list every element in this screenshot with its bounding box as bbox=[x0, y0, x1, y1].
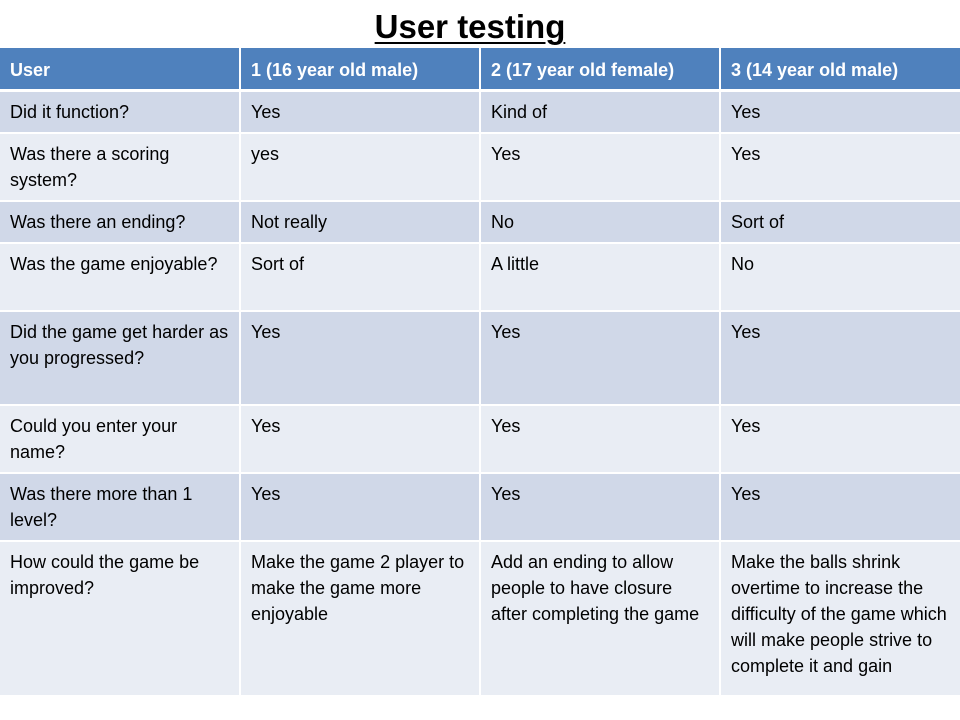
answer-cell: No bbox=[720, 243, 960, 312]
header-cell-user-3: 3 (14 year old male) bbox=[720, 48, 960, 92]
answer-cell: Yes bbox=[480, 311, 721, 406]
question-cell: Was there more than 1 level? bbox=[0, 473, 241, 542]
answer-cell: A little bbox=[480, 243, 721, 312]
table-row: Did it function? Yes Kind of Yes bbox=[0, 90, 960, 134]
question-cell: Was there a scoring system? bbox=[0, 133, 241, 202]
answer-cell: yes bbox=[240, 133, 481, 202]
question-cell: Did it function? bbox=[0, 90, 241, 134]
question-cell: Could you enter your name? bbox=[0, 405, 241, 474]
header-cell-user-1: 1 (16 year old male) bbox=[240, 48, 481, 92]
table-row: Was there more than 1 level? Yes Yes Yes bbox=[0, 473, 960, 542]
table-row: Was there a scoring system? yes Yes Yes bbox=[0, 133, 960, 202]
answer-cell: Yes bbox=[240, 90, 481, 134]
header-cell-user: User bbox=[0, 48, 241, 92]
answer-cell: Yes bbox=[480, 133, 721, 202]
answer-cell: Yes bbox=[720, 133, 960, 202]
answer-cell: Yes bbox=[240, 473, 481, 542]
answer-cell: Yes bbox=[240, 311, 481, 406]
table-row: Was the game enjoyable? Sort of A little… bbox=[0, 243, 960, 312]
question-cell: Was the game enjoyable? bbox=[0, 243, 241, 312]
answer-cell: Sort of bbox=[720, 201, 960, 244]
table-row: Was there an ending? Not really No Sort … bbox=[0, 201, 960, 244]
page-title: User testing bbox=[374, 8, 566, 45]
answer-cell: Make the game 2 player to make the game … bbox=[240, 541, 481, 697]
table-row: Could you enter your name? Yes Yes Yes bbox=[0, 405, 960, 474]
answer-cell: Make the balls shrink overtime to increa… bbox=[720, 541, 960, 697]
answer-cell: Yes bbox=[720, 311, 960, 406]
answer-cell: No bbox=[480, 201, 721, 244]
answer-cell: Yes bbox=[480, 473, 721, 542]
question-cell: Was there an ending? bbox=[0, 201, 241, 244]
answer-cell: Kind of bbox=[480, 90, 721, 134]
answer-cell: Not really bbox=[240, 201, 481, 244]
answer-cell: Yes bbox=[240, 405, 481, 474]
answer-cell: Yes bbox=[720, 90, 960, 134]
answer-cell: Yes bbox=[720, 405, 960, 474]
table-header-row: User 1 (16 year old male) 2 (17 year old… bbox=[0, 48, 960, 92]
table-row: How could the game be improved? Make the… bbox=[0, 541, 960, 697]
answer-cell: Add an ending to allow people to have cl… bbox=[480, 541, 721, 697]
question-cell: Did the game get harder as you progresse… bbox=[0, 311, 241, 406]
table-row: Did the game get harder as you progresse… bbox=[0, 311, 960, 406]
user-testing-table: User 1 (16 year old male) 2 (17 year old… bbox=[0, 48, 960, 697]
header-cell-user-2: 2 (17 year old female) bbox=[480, 48, 721, 92]
answer-cell: Yes bbox=[720, 473, 960, 542]
answer-cell: Sort of bbox=[240, 243, 481, 312]
answer-cell: Yes bbox=[480, 405, 721, 474]
question-cell: How could the game be improved? bbox=[0, 541, 241, 697]
